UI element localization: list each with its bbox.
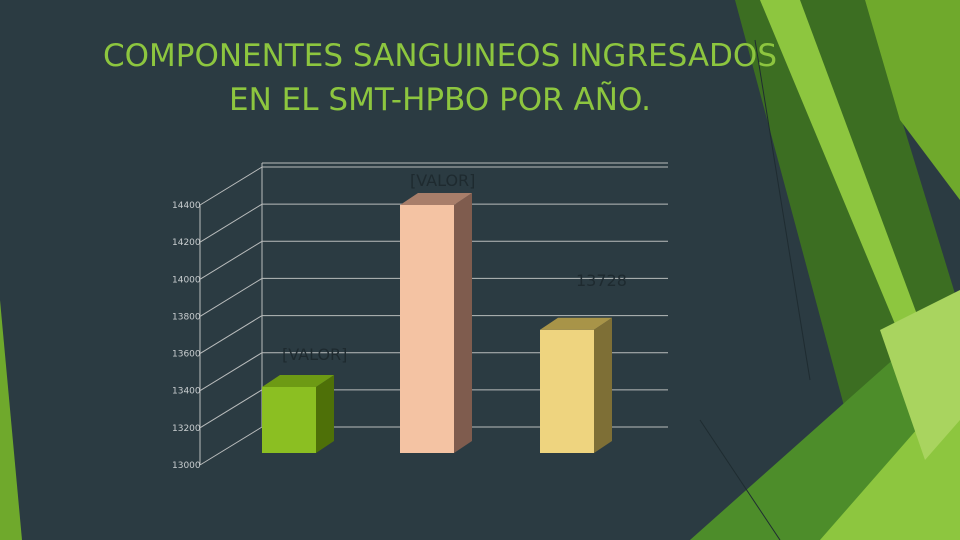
decor-green-shape [865,0,960,200]
y-tick-label: 13600 [172,350,201,360]
slide-title-line-2: EN EL SMT-HPBO POR AÑO. [229,82,651,118]
decor-line [699,419,781,540]
bar [262,375,334,453]
y-tick-label: 13200 [172,424,201,434]
bar-data-label: [VALOR] [282,345,347,364]
y-tick-label: 13800 [172,312,201,322]
chart-bars [262,193,612,453]
slide-title: COMPONENTES SANGUINEOS INGRESADOS EN EL … [60,34,820,122]
grid-line-depth [199,278,263,317]
y-tick-label: 14000 [172,275,201,285]
grid-line-depth [199,389,263,429]
decor-green-shape [880,290,960,460]
bar-side [454,193,472,453]
grid-line-depth [199,426,263,466]
slide-title-line-1: COMPONENTES SANGUINEOS INGRESADOS [102,38,777,74]
data-labels: [VALOR] [VALOR] 13728 [282,171,627,364]
y-tick-label: 13000 [172,461,201,471]
decor-line [754,39,811,381]
bar [540,317,612,453]
bar [400,193,472,453]
bar-top [540,317,612,330]
y-tick-label: 13400 [172,387,201,397]
grid-line-depth [199,203,263,243]
bar-top [400,193,472,205]
y-axis-ticks: 13000 13200 13400 13600 13800 14000 14200 14400 [172,201,201,471]
bar-top [262,375,334,387]
bar-front [262,387,316,453]
decor-green-shape [0,300,22,540]
bar-side [594,317,612,453]
y-tick-label: 14400 [172,201,201,211]
bar-front [400,205,454,453]
bar-front [540,329,594,453]
bar-data-label: 13728 [576,271,627,290]
grid-line-depth [199,240,263,280]
grid-line-depth [199,166,263,206]
grid-line-depth [199,352,263,392]
bar-side [316,375,334,453]
bar-data-label: [VALOR] [410,171,475,190]
y-tick-label: 14200 [172,238,201,248]
grid-line-depth [199,315,263,354]
